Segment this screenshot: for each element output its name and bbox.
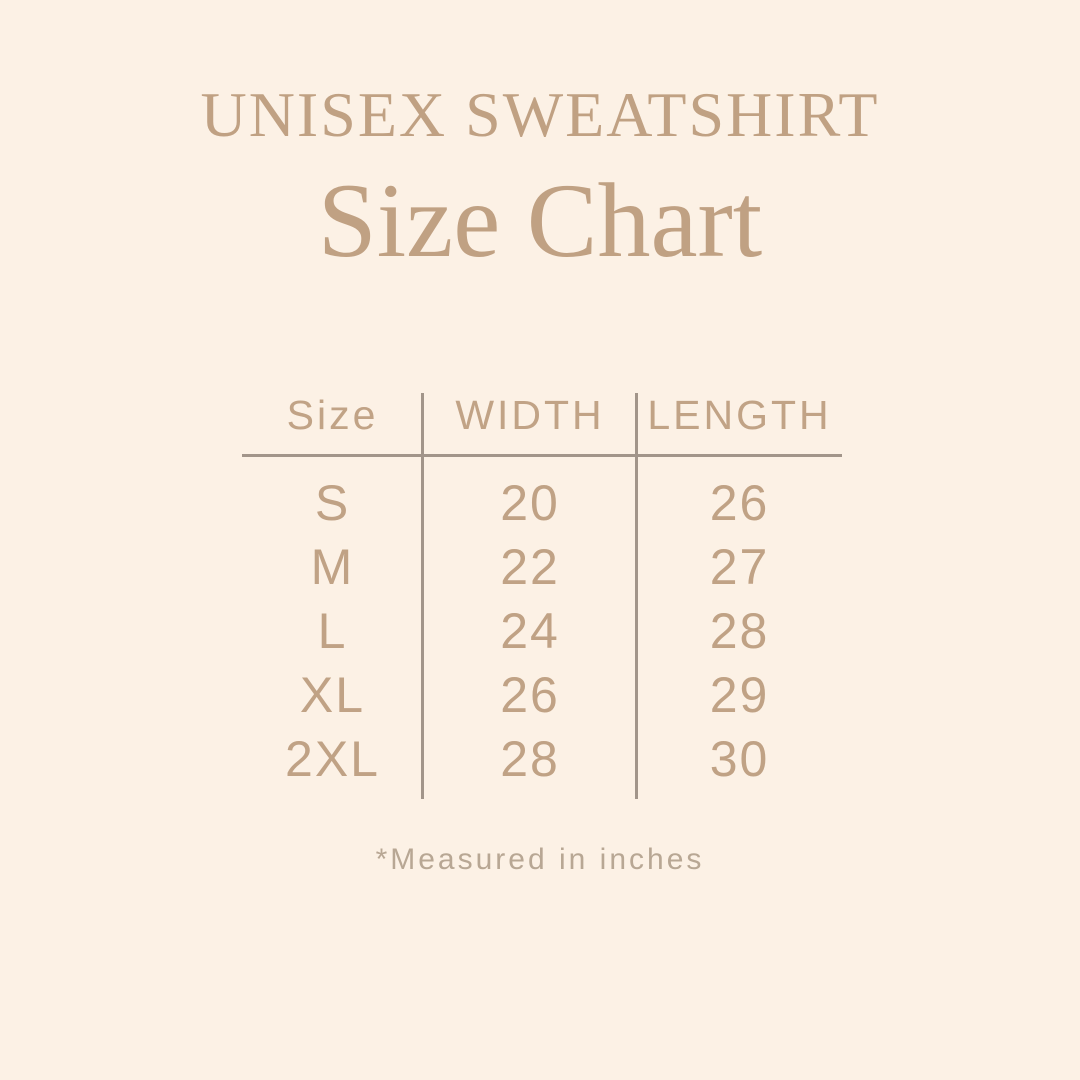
table-row: M 22 27: [242, 535, 842, 599]
cell-length: 27: [709, 539, 770, 595]
cell-length: 30: [709, 731, 770, 787]
column-header-size: Size: [286, 391, 379, 438]
cell-size: XL: [299, 667, 366, 723]
cell-length: 26: [709, 475, 770, 531]
cell-width: 22: [500, 539, 560, 595]
cell-size: 2XL: [285, 731, 380, 787]
cell-width: 24: [500, 603, 560, 659]
product-title: UNISEX SWEATSHIRT: [200, 79, 880, 150]
cell-width: 20: [500, 475, 560, 531]
page-title: Size Chart: [317, 162, 763, 279]
size-table: Size WIDTH LENGTH S 20 26 M 22 27 L 24 2…: [242, 390, 842, 799]
column-header-length: LENGTH: [647, 391, 832, 438]
table-row: XL 26 29: [242, 663, 842, 727]
table-row: 2XL 28 30: [242, 727, 842, 791]
measurement-note: *Measured in inches: [375, 843, 705, 876]
table-row: L 24 28: [242, 599, 842, 663]
cell-size: S: [314, 475, 351, 531]
cell-size: L: [317, 603, 348, 659]
column-divider-line-2: [635, 393, 638, 799]
column-header-width: WIDTH: [455, 391, 605, 438]
cell-size: M: [310, 539, 355, 595]
cell-length: 28: [709, 603, 770, 659]
column-divider-line-1: [421, 393, 424, 799]
cell-width: 28: [500, 731, 560, 787]
table-row: S 20 26: [242, 471, 842, 535]
size-table-header: Size WIDTH LENGTH: [242, 390, 842, 454]
cell-width: 26: [500, 667, 560, 723]
header-divider-line: [242, 454, 842, 457]
size-table-body: S 20 26 M 22 27 L 24 28 XL 26 29 2XL 28 …: [242, 457, 842, 791]
cell-length: 29: [709, 667, 770, 723]
